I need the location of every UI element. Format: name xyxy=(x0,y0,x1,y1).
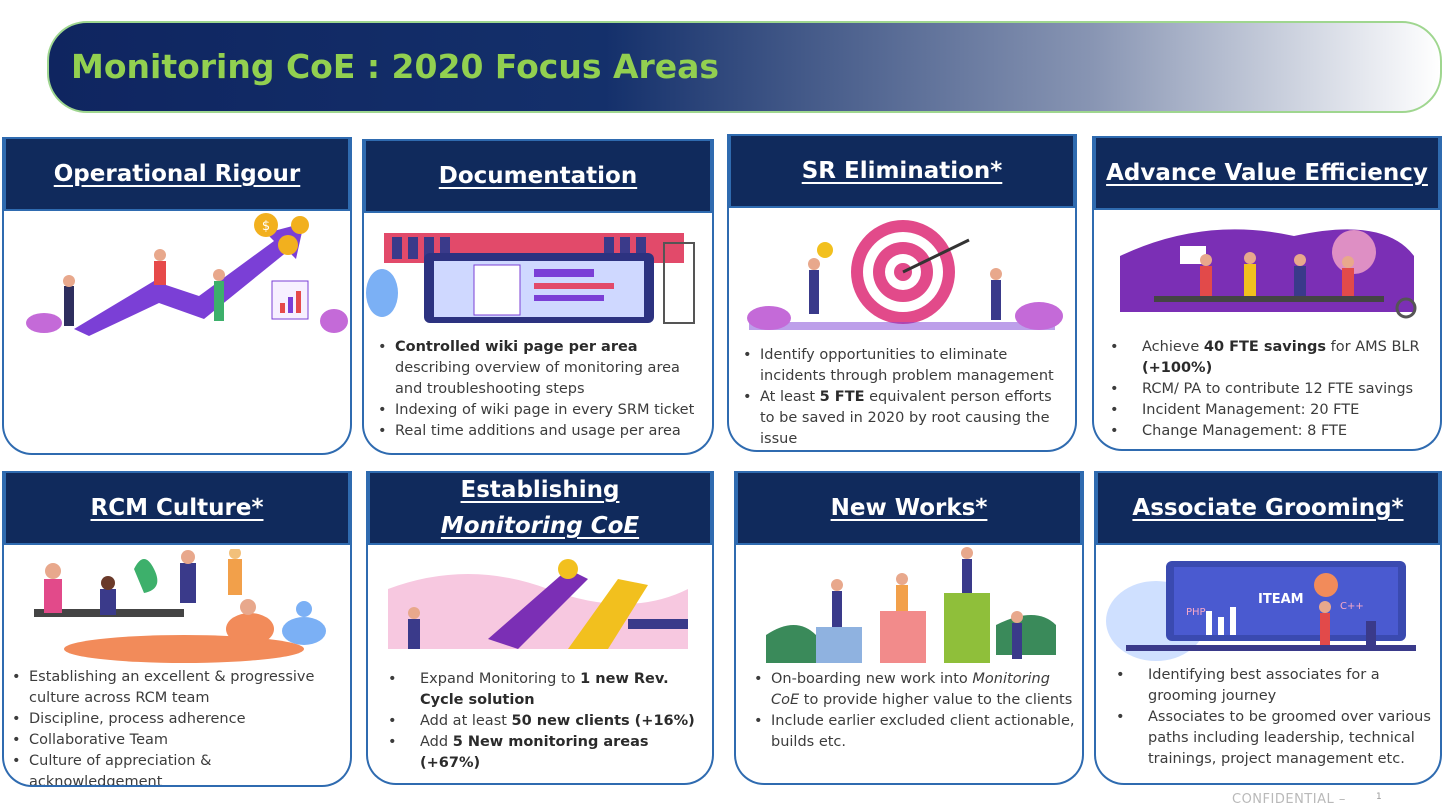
cpp-label: C++ xyxy=(1340,601,1364,612)
list-item: On-boarding new work into Monitoring CoE… xyxy=(754,669,1076,711)
list-item: Associates to be groomed over various pa… xyxy=(1116,707,1434,770)
item-text: describing overview of monitoring area a… xyxy=(395,360,680,397)
bullet-list: Achieve 40 FTE savings for AMS BLR (+100… xyxy=(1110,337,1434,442)
card-associate-grooming: Associate Grooming* ITEAM PHP C++ Identi… xyxy=(1094,471,1442,785)
list-item: Incident Management: 20 FTE xyxy=(1110,400,1434,421)
list-item: Identifying best associates for a groomi… xyxy=(1116,665,1434,707)
list-item: RCM/ PA to contribute 12 FTE savings xyxy=(1110,379,1434,400)
bold-text: (+100%) xyxy=(1142,360,1213,376)
growth-arrow-illustration: $ xyxy=(26,213,348,336)
list-item: Collaborative Team xyxy=(12,730,344,751)
card-title-line1: Establishing xyxy=(460,477,620,503)
list-item: Include earlier excluded client actionab… xyxy=(754,711,1076,753)
title-banner: Monitoring CoE : 2020 Focus Areas xyxy=(47,21,1442,113)
list-item: Culture of appreciation & acknowledgemen… xyxy=(12,751,344,785)
item-text: Identify opportunities to eliminate inci… xyxy=(760,347,1054,384)
card-rcm-culture: RCM Culture* Establishing an excellent &… xyxy=(2,471,352,787)
svg-text:$: $ xyxy=(262,219,270,234)
card-title: New Works* xyxy=(830,495,988,521)
bullet-list: Establishing an excellent & progressive … xyxy=(12,667,344,785)
card-title: Operational Rigour xyxy=(53,161,301,187)
item-text: Incident Management: 20 FTE xyxy=(1142,402,1360,418)
card-header: Operational Rigour xyxy=(4,137,350,211)
bullet-list: On-boarding new work into Monitoring CoE… xyxy=(754,669,1076,753)
rocket-launch-illustration xyxy=(388,559,688,649)
item-text: Real time additions and usage per area xyxy=(395,423,681,439)
page-title: Monitoring CoE : 2020 Focus Areas xyxy=(71,47,720,86)
item-text: Add at least xyxy=(420,713,512,729)
title-italic: Monitoring CoE xyxy=(440,513,640,539)
card-header: SR Elimination* xyxy=(729,134,1075,208)
italic-text: Monitoring CoE xyxy=(771,671,1050,708)
list-item: Identify opportunities to eliminate inci… xyxy=(743,345,1069,387)
card-title: Advance Value Efficiency xyxy=(1106,160,1428,186)
list-item: Indexing of wiki page in every SRM ticke… xyxy=(378,400,706,421)
item-text: Include earlier excluded client actionab… xyxy=(771,713,1075,750)
card-header: New Works* xyxy=(736,471,1082,545)
item-text: RCM/ PA to contribute 12 FTE savings xyxy=(1142,381,1414,397)
bold-text: 50 new clients (+16%) xyxy=(511,713,695,729)
bold-text: 1 new Rev. Cycle solution xyxy=(420,671,669,708)
card-title-line2: Monitoring CoE xyxy=(370,513,710,539)
card-documentation: Documentation Controlled wiki page per a… xyxy=(362,139,714,455)
bold-text: 5 FTE xyxy=(819,389,865,405)
list-item: Add at least 50 new clients (+16%) xyxy=(388,711,706,732)
card-title: RCM Culture* xyxy=(90,495,264,521)
documentation-illustration xyxy=(366,233,695,324)
bullet-list: Controlled wiki page per area describing… xyxy=(378,337,706,442)
page-number: 1 xyxy=(1376,792,1382,802)
card-new-works: New Works* On-boarding new work into Mon… xyxy=(734,471,1084,785)
bullet-list: Identify opportunities to eliminate inci… xyxy=(743,345,1069,450)
list-item: Change Management: 8 FTE xyxy=(1110,421,1434,442)
item-text: Indexing of wiki page in every SRM ticke… xyxy=(395,402,695,418)
target-illustration xyxy=(747,220,1063,330)
training-screen-illustration: ITEAM PHP C++ xyxy=(1106,561,1416,661)
card-header: Documentation xyxy=(364,139,712,213)
item-text: equivalent person efforts to be saved in… xyxy=(760,389,1052,447)
item-text: At least xyxy=(760,389,820,405)
card-sr-elimination: SR Elimination* Identify opportunities t… xyxy=(727,134,1077,452)
bold-text: 5 New monitoring areas (+67%) xyxy=(420,734,649,771)
card-title: Associate Grooming* xyxy=(1132,495,1404,521)
list-item: Real time additions and usage per area xyxy=(378,421,706,442)
list-item: Add 5 New monitoring areas (+67%) xyxy=(388,732,706,774)
item-text: On-boarding new work into xyxy=(771,671,973,687)
card-title: SR Elimination* xyxy=(801,158,1003,184)
bold-text: Controlled wiki page per area xyxy=(395,339,638,355)
card-advance-value-efficiency: Advance Value Efficiency Achieve 40 FTE … xyxy=(1092,136,1442,451)
card-title: Documentation xyxy=(438,163,638,189)
item-text: Expand Monitoring to xyxy=(420,671,581,687)
item-text: Achieve xyxy=(1142,339,1204,355)
list-item: Achieve 40 FTE savings for AMS BLR (+100… xyxy=(1110,337,1434,379)
list-item: Discipline, process adherence xyxy=(12,709,344,730)
list-item: Controlled wiki page per area describing… xyxy=(378,337,706,400)
list-item: Establishing an excellent & progressive … xyxy=(12,667,344,709)
bold-text: 40 FTE savings xyxy=(1203,339,1327,355)
team-culture-illustration xyxy=(34,549,326,663)
iteam-label: ITEAM xyxy=(1258,592,1304,607)
bullet-list: Identifying best associates for a groomi… xyxy=(1116,665,1434,770)
list-item: At least 5 FTE equivalent person efforts… xyxy=(743,387,1069,450)
card-operational-rigour: Operational Rigour $ TAT:4 days (-30%) P… xyxy=(2,137,352,455)
item-text: Change Management: 8 FTE xyxy=(1142,423,1348,439)
confidential-label: CONFIDENTIAL – xyxy=(1232,792,1346,807)
item-text: for AMS BLR xyxy=(1326,339,1420,355)
bullet-list: Expand Monitoring to 1 new Rev. Cycle so… xyxy=(388,669,706,774)
card-header: Establishing Monitoring CoE xyxy=(368,471,712,545)
card-header: Advance Value Efficiency xyxy=(1094,136,1440,210)
podium-illustration xyxy=(766,547,1056,663)
card-header: Associate Grooming* xyxy=(1096,471,1440,545)
card-establishing-monitoring-coe: Establishing Monitoring CoE Expand Monit… xyxy=(366,471,714,785)
card-header: RCM Culture* xyxy=(4,471,350,545)
list-item: Expand Monitoring to 1 new Rev. Cycle so… xyxy=(388,669,706,711)
item-text: to provide higher value to the clients xyxy=(799,692,1073,708)
teamwork-illustration xyxy=(1120,229,1417,319)
item-text: Add xyxy=(420,734,453,750)
php-label: PHP xyxy=(1186,607,1206,618)
